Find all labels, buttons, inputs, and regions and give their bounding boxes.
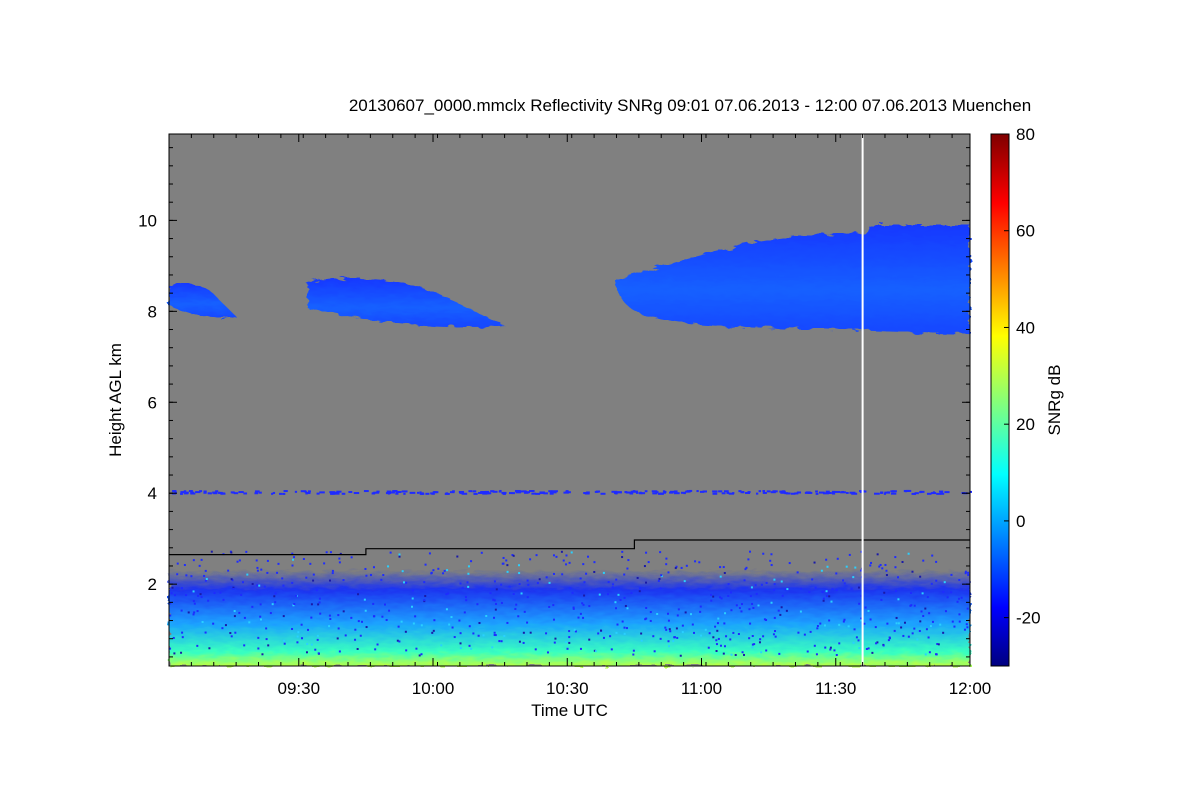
boundary-layer-speckles [169, 550, 970, 657]
chart-title: 20130607_0000.mmclx Reflectivity SNRg 09… [348, 96, 1032, 115]
x-tick-label: 10:00 [412, 679, 455, 698]
y-tick-label: 2 [148, 575, 157, 594]
colorbar-tick-label: 40 [1016, 318, 1035, 337]
colorbar-tick-label: 60 [1016, 222, 1035, 241]
y-tick-label: 6 [148, 393, 157, 412]
cloud-segment [616, 224, 970, 335]
colorbar-tick-label: -20 [1016, 609, 1041, 628]
colorbar-tick-label: 0 [1016, 512, 1025, 531]
colorbar-tick-label: 20 [1016, 415, 1035, 434]
cloud-segment [169, 282, 237, 318]
x-tick-label: 11:30 [815, 679, 856, 698]
colorbar-tick-label: 80 [1016, 125, 1035, 144]
colorbar: -20 0 20 40 60 80 SNRg dB [990, 125, 1064, 667]
plot-area [169, 134, 973, 666]
colorbar-gradient [990, 133, 1010, 667]
y-tick-label: 4 [148, 484, 157, 503]
x-tick-label: 12:00 [949, 679, 992, 698]
axes: 09:30 10:00 10:30 11:00 11:30 12:00 2 4 6 8 10 Time… [106, 133, 992, 720]
x-axis-label: Time UTC [531, 701, 608, 720]
x-tick-label: 09:30 [277, 679, 320, 698]
black-line [169, 539, 970, 556]
y-axis-label: Height AGL km [106, 343, 125, 457]
x-tick-label: 11:00 [681, 679, 722, 698]
y-tick-label: 10 [138, 211, 157, 230]
speckle-line [171, 489, 973, 495]
boundary-layer-echo [169, 570, 970, 666]
plot-frame [168, 133, 971, 667]
cloud-segment [307, 278, 505, 327]
colorbar-label: SNRg dB [1045, 365, 1064, 436]
y-tick-label: 8 [148, 302, 157, 321]
x-tick-label: 10:30 [546, 679, 589, 698]
